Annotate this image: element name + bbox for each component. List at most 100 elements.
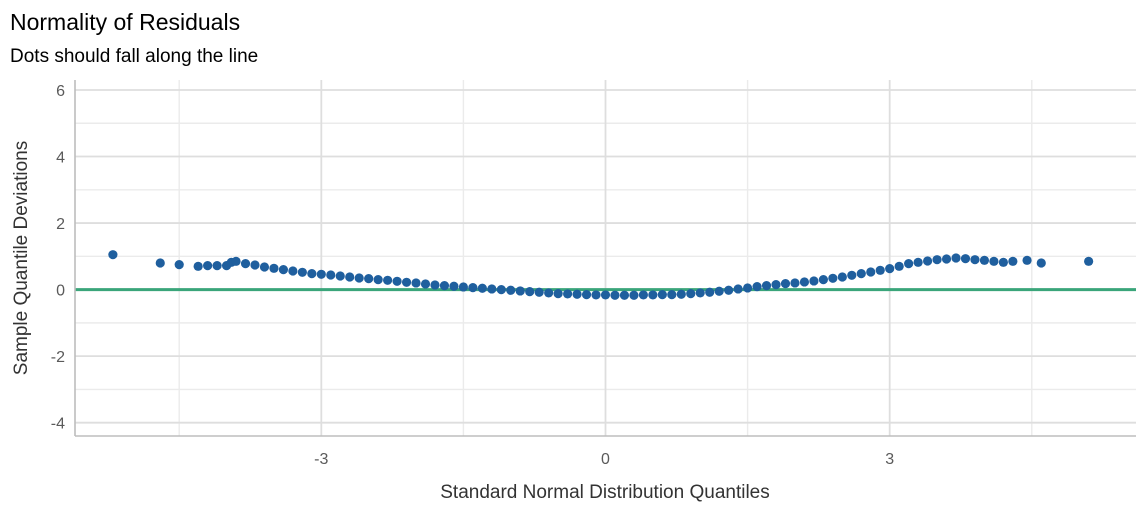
data-point xyxy=(799,277,810,287)
data-point xyxy=(240,259,251,269)
data-point xyxy=(496,285,506,295)
data-point xyxy=(278,265,289,275)
data-point xyxy=(477,283,487,293)
data-point xyxy=(970,255,980,265)
data-point xyxy=(354,273,364,283)
data-point xyxy=(837,272,847,282)
data-point xyxy=(383,275,393,285)
data-point xyxy=(458,282,469,292)
data-point xyxy=(676,289,686,299)
data-point xyxy=(989,256,999,266)
data-point xyxy=(297,267,307,277)
data-point xyxy=(610,290,620,300)
data-point xyxy=(572,289,582,299)
chart-title: Normality of Residuals xyxy=(10,9,240,35)
data-point xyxy=(335,271,345,281)
data-point xyxy=(638,290,648,300)
major-gridlines xyxy=(75,80,1136,436)
data-point xyxy=(904,259,914,269)
y-tick-label: 0 xyxy=(56,283,65,300)
data-point xyxy=(648,290,658,300)
data-point xyxy=(998,257,1008,267)
data-point xyxy=(1022,255,1032,265)
data-point xyxy=(269,263,279,273)
data-point xyxy=(307,269,317,279)
y-axis-label: Sample Quantile Deviations xyxy=(11,141,32,375)
data-point xyxy=(809,276,819,286)
data-point xyxy=(364,274,374,284)
y-tick-label: 6 xyxy=(56,83,65,100)
data-point xyxy=(373,275,383,285)
data-point xyxy=(439,281,450,291)
data-point xyxy=(724,285,734,295)
data-point xyxy=(430,280,440,290)
data-point xyxy=(174,260,184,270)
data-point xyxy=(742,283,753,293)
y-tick-label: -4 xyxy=(51,416,65,433)
data-point xyxy=(392,276,402,286)
x-tick-label: 3 xyxy=(885,451,894,468)
data-point xyxy=(922,256,933,266)
data-point xyxy=(780,279,791,289)
x-tick-label: 0 xyxy=(601,451,610,468)
data-point xyxy=(345,272,355,282)
data-point xyxy=(108,250,118,260)
y-tick-label: 2 xyxy=(56,216,65,233)
data-point xyxy=(771,280,781,290)
data-point xyxy=(449,281,459,291)
data-point xyxy=(686,289,696,299)
data-point xyxy=(506,285,516,295)
data-point xyxy=(553,289,563,299)
data-point xyxy=(326,270,336,280)
data-point xyxy=(818,275,828,285)
y-tick-label: -2 xyxy=(51,349,65,366)
data-point xyxy=(203,261,213,271)
data-point xyxy=(667,289,677,300)
data-point xyxy=(525,287,535,297)
data-point xyxy=(581,289,592,300)
x-tick-label: -3 xyxy=(314,451,328,468)
data-point xyxy=(847,270,857,280)
data-point xyxy=(411,278,421,288)
data-point xyxy=(563,289,573,299)
data-point xyxy=(591,290,601,300)
data-point xyxy=(401,277,412,287)
data-point xyxy=(259,262,270,272)
data-point xyxy=(316,269,326,279)
data-point xyxy=(1036,258,1046,268)
data-point xyxy=(790,278,800,288)
data-point xyxy=(705,287,715,297)
x-axis-label: Standard Normal Distribution Quantiles xyxy=(440,482,770,503)
data-point xyxy=(1084,256,1094,266)
data-point xyxy=(875,265,885,275)
data-point xyxy=(544,288,554,298)
data-point xyxy=(600,290,611,300)
tick-labels: -4 -2 0 2 4 6 -3 0 3 xyxy=(51,83,894,468)
data-point xyxy=(487,284,497,294)
data-point xyxy=(629,290,639,300)
y-tick-label: 4 xyxy=(56,150,65,167)
data-point xyxy=(714,286,724,296)
data-point xyxy=(885,264,895,274)
data-point xyxy=(828,273,838,283)
data-point xyxy=(468,283,478,293)
data-point xyxy=(932,255,942,265)
data-point xyxy=(856,269,866,279)
data-point xyxy=(951,253,961,263)
data-point xyxy=(733,284,743,294)
data-point xyxy=(231,256,241,266)
data-point xyxy=(913,257,923,267)
data-point xyxy=(534,287,544,297)
data-point xyxy=(420,279,431,289)
data-point xyxy=(1008,256,1018,266)
data-point xyxy=(894,261,904,271)
data-points xyxy=(108,250,1094,300)
axes xyxy=(74,80,1136,437)
data-point xyxy=(960,254,971,264)
data-point xyxy=(155,258,165,268)
chart-subtitle: Dots should fall along the line xyxy=(10,46,258,67)
data-point xyxy=(979,255,990,265)
data-point xyxy=(212,261,222,271)
data-point xyxy=(752,282,762,292)
